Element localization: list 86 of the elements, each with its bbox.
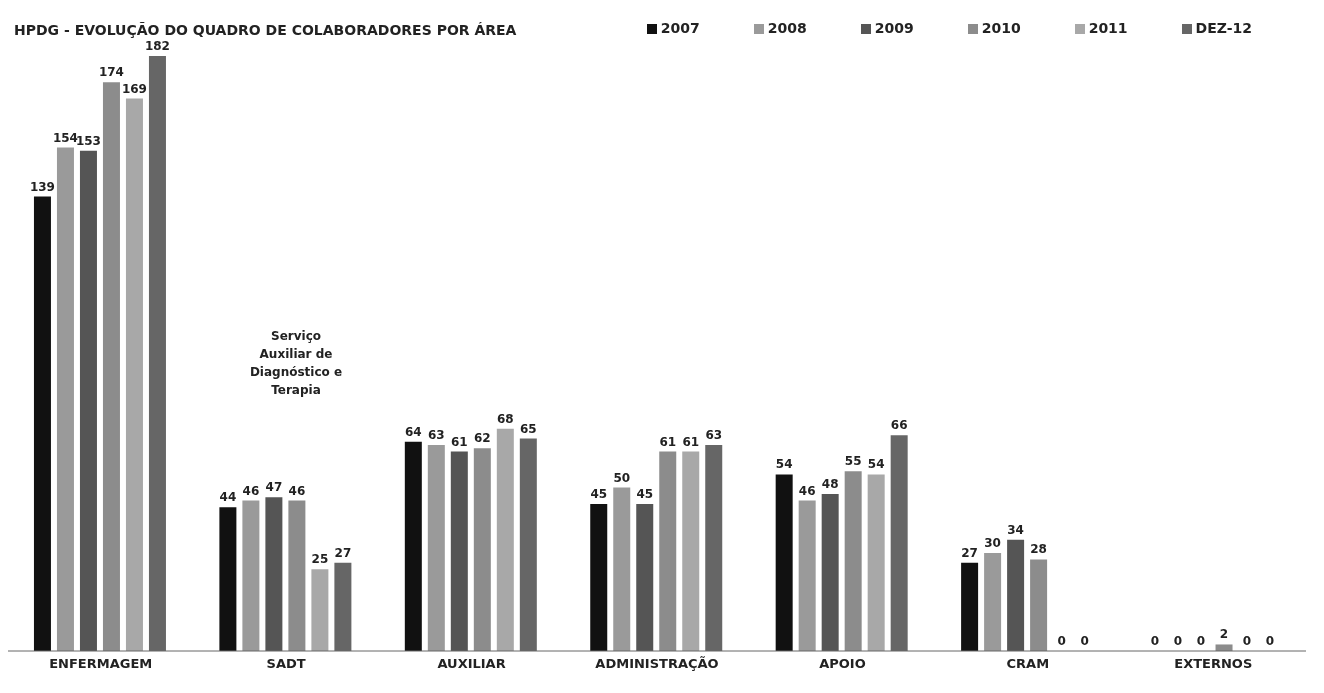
bar	[33, 196, 51, 651]
data-label: 55	[844, 454, 862, 469]
data-label: 65	[519, 421, 537, 436]
data-label: 46	[798, 483, 816, 498]
data-label: 50	[613, 470, 631, 485]
data-label: 182	[144, 39, 170, 53]
data-label: 62	[473, 431, 491, 446]
data-label: 174	[98, 65, 124, 80]
legend-label: 2010	[981, 20, 1021, 36]
bar	[798, 500, 816, 651]
bar	[450, 451, 468, 651]
data-label: 61	[450, 434, 468, 449]
bar	[219, 507, 237, 651]
data-label: 154	[52, 130, 78, 145]
annotation: Serviço Auxiliar de Diagnóstico e Terapia	[249, 329, 343, 397]
x-tick-label: CRAM	[1006, 656, 1050, 672]
legend-label: 2007	[660, 20, 700, 36]
bar	[961, 562, 979, 651]
legend-label: DEZ-12	[1195, 20, 1252, 36]
bar	[56, 147, 74, 651]
bar	[102, 82, 120, 651]
bar	[590, 503, 608, 651]
bar	[775, 474, 793, 651]
data-label: 27	[961, 545, 978, 560]
data-label: 64	[404, 424, 422, 439]
bar	[659, 451, 677, 651]
data-label: 46	[288, 483, 306, 498]
bar	[242, 500, 260, 651]
x-tick-label: ENFERMAGEM	[49, 656, 153, 672]
data-label: 63	[427, 428, 445, 443]
data-label: 61	[682, 434, 700, 449]
data-label: 25	[311, 552, 329, 567]
data-label: 45	[636, 486, 654, 501]
bar	[125, 98, 143, 651]
x-tick-label: EXTERNOS	[1174, 656, 1253, 672]
data-label: 66	[890, 418, 908, 433]
bar	[404, 441, 422, 651]
bar	[427, 445, 445, 651]
data-label: 44	[219, 490, 237, 505]
x-tick-label: AUXILIAR	[437, 656, 506, 672]
data-label: 0	[1173, 633, 1183, 648]
data-label: 169	[121, 81, 147, 96]
bar	[682, 451, 700, 651]
data-label: 45	[590, 486, 608, 501]
data-label: 0	[1150, 633, 1160, 648]
x-tick-label: ADMINISTRAÇÃO	[595, 656, 719, 672]
data-label: 0	[1057, 633, 1066, 648]
data-label: 0	[1080, 633, 1089, 648]
data-label: 0	[1265, 633, 1275, 648]
bar	[1030, 559, 1048, 651]
legend-label: 2011	[1088, 20, 1128, 36]
data-label: 68	[496, 411, 514, 426]
data-label: 0	[1196, 633, 1206, 648]
data-label: 0	[1242, 633, 1252, 648]
bar	[636, 503, 654, 651]
data-label: 61	[659, 434, 677, 449]
bar	[496, 428, 514, 651]
data-label: 54	[867, 457, 885, 472]
bar	[473, 448, 491, 651]
data-label: 54	[775, 457, 793, 472]
data-label: 27	[334, 545, 352, 560]
x-tick-label: SADT	[266, 656, 306, 672]
bar	[288, 500, 306, 651]
chart-title: HPDG - EVOLUÇÃO DO QUADRO DE COLABORADORES POR ÁREA	[14, 22, 517, 38]
bar	[867, 474, 885, 651]
data-label: 63	[705, 428, 723, 443]
data-label: 34	[1007, 522, 1024, 537]
bar	[613, 487, 631, 651]
data-label: 47	[265, 480, 283, 495]
data-label: 30	[984, 535, 1001, 550]
bar	[265, 497, 283, 651]
legend-label: 2009	[874, 20, 914, 36]
bar	[821, 494, 839, 651]
data-label: 48	[821, 477, 839, 492]
bar	[79, 150, 97, 651]
bar	[984, 552, 1002, 651]
bar	[311, 569, 329, 651]
data-label: 28	[1030, 542, 1047, 557]
data-label: 139	[29, 179, 55, 194]
bar	[844, 471, 862, 651]
bar	[1007, 539, 1025, 651]
x-tick-label: APOIO	[819, 656, 866, 672]
bar	[1215, 644, 1233, 651]
data-label: 2	[1219, 627, 1229, 642]
legend-label: 2008	[767, 20, 807, 36]
data-label: 46	[242, 483, 260, 498]
